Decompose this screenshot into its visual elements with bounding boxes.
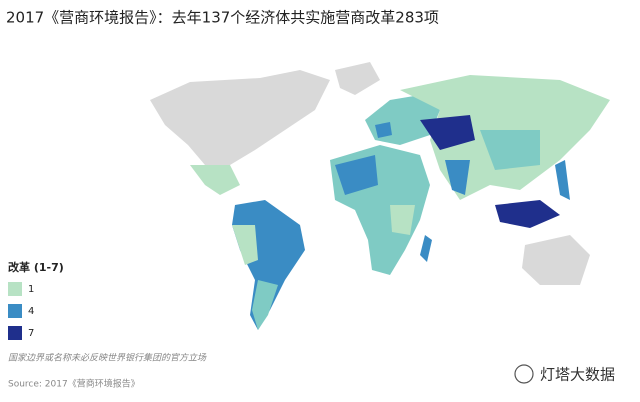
greenland xyxy=(335,62,380,95)
legend-title: 改革 (1-7) xyxy=(8,260,64,274)
legend-swatch xyxy=(8,304,22,318)
australia xyxy=(522,235,590,285)
andes xyxy=(232,225,258,265)
east-africa xyxy=(390,205,415,235)
west-africa xyxy=(335,155,378,195)
title: 2017《营商环境报告》：去年137个经济体共实施营商改革283项 xyxy=(6,9,439,27)
south-asia xyxy=(445,160,470,195)
central-asia xyxy=(420,115,475,150)
philippines xyxy=(555,160,570,200)
world-map xyxy=(150,62,610,330)
legend-label: 1 xyxy=(28,284,34,295)
indonesia xyxy=(495,200,560,228)
mexico xyxy=(190,165,240,195)
watermark: 灯塔大数据 xyxy=(540,366,615,384)
southern-cone xyxy=(252,280,278,330)
china xyxy=(480,130,540,170)
legend-label: 4 xyxy=(28,306,34,317)
madagascar xyxy=(420,235,432,262)
europe-reformers xyxy=(375,122,392,138)
legend-label: 7 xyxy=(28,328,34,339)
north-america xyxy=(150,70,330,165)
source: Source: 2017《营商环境报告》 xyxy=(8,378,140,390)
watermark-group: 灯塔大数据 xyxy=(514,364,615,384)
legend-swatch xyxy=(8,326,22,340)
wechat-icon xyxy=(514,364,534,384)
legend: 改革 (1-7) 1 4 7 xyxy=(8,260,64,340)
legend-swatch xyxy=(8,282,22,296)
disclaimer: 国家边界或名称未必反映世界银行集团的官方立场 xyxy=(8,353,207,364)
